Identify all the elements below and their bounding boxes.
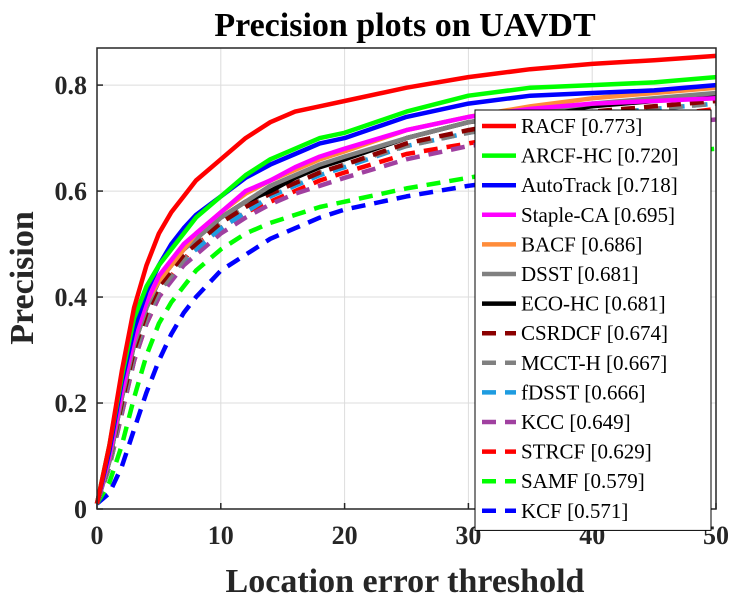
legend-label-csrdcf: CSRDCF [0.674] — [521, 321, 668, 345]
legend-label-arcf-hc: ARCF-HC [0.720] — [521, 144, 679, 168]
x-tick-label: 0 — [91, 521, 104, 550]
legend-label-eco-hc: ECO-HC [0.681] — [521, 292, 666, 316]
legend-label-autotrack: AutoTrack [0.718] — [521, 173, 678, 197]
legend-label-bacf: BACF [0.686] — [521, 232, 642, 256]
series-line-racf — [94, 53, 717, 505]
legend-label-samf: SAMF [0.579] — [521, 469, 645, 493]
legend: RACF [0.773] ARCF-HC [0.720] AutoTrack [0.… — [474, 109, 712, 531]
x-tick-label: 20 — [332, 521, 358, 550]
x-tick-label: 10 — [208, 521, 234, 550]
axes-frame — [96, 47, 717, 510]
series-line-arcf-hc — [94, 74, 717, 505]
series-line-samf — [95, 146, 717, 505]
legend-label-dsst: DSST [0.681] — [521, 262, 638, 286]
y-tick-label: 0.6 — [55, 177, 88, 206]
legend-label-kcc: KCC [0.649] — [521, 410, 631, 434]
x-axis-label: Location error threshold — [226, 563, 585, 600]
y-tick-label: 0 — [74, 495, 87, 524]
y-tick-label: 0.8 — [55, 71, 88, 100]
legend-label-strcf: STRCF [0.629] — [521, 440, 652, 464]
legend-label-mcct-h: MCCT-H [0.667] — [521, 351, 667, 375]
legend-box — [474, 109, 712, 531]
chart-title: Precision plots on UAVDT — [214, 7, 596, 44]
legend-label-racf: RACF [0.773] — [521, 114, 642, 138]
y-tick-label: 0.4 — [55, 283, 88, 312]
series-line-kcf — [95, 157, 717, 506]
legend-label-staple-ca: Staple-CA [0.695] — [521, 203, 675, 227]
legend-label-fdsst: fDSST [0.666] — [521, 380, 645, 404]
y-axis-label: Precision — [4, 211, 41, 345]
legend-label-kcf: KCF [0.571] — [521, 499, 628, 523]
y-tick-label: 0.2 — [55, 389, 88, 418]
